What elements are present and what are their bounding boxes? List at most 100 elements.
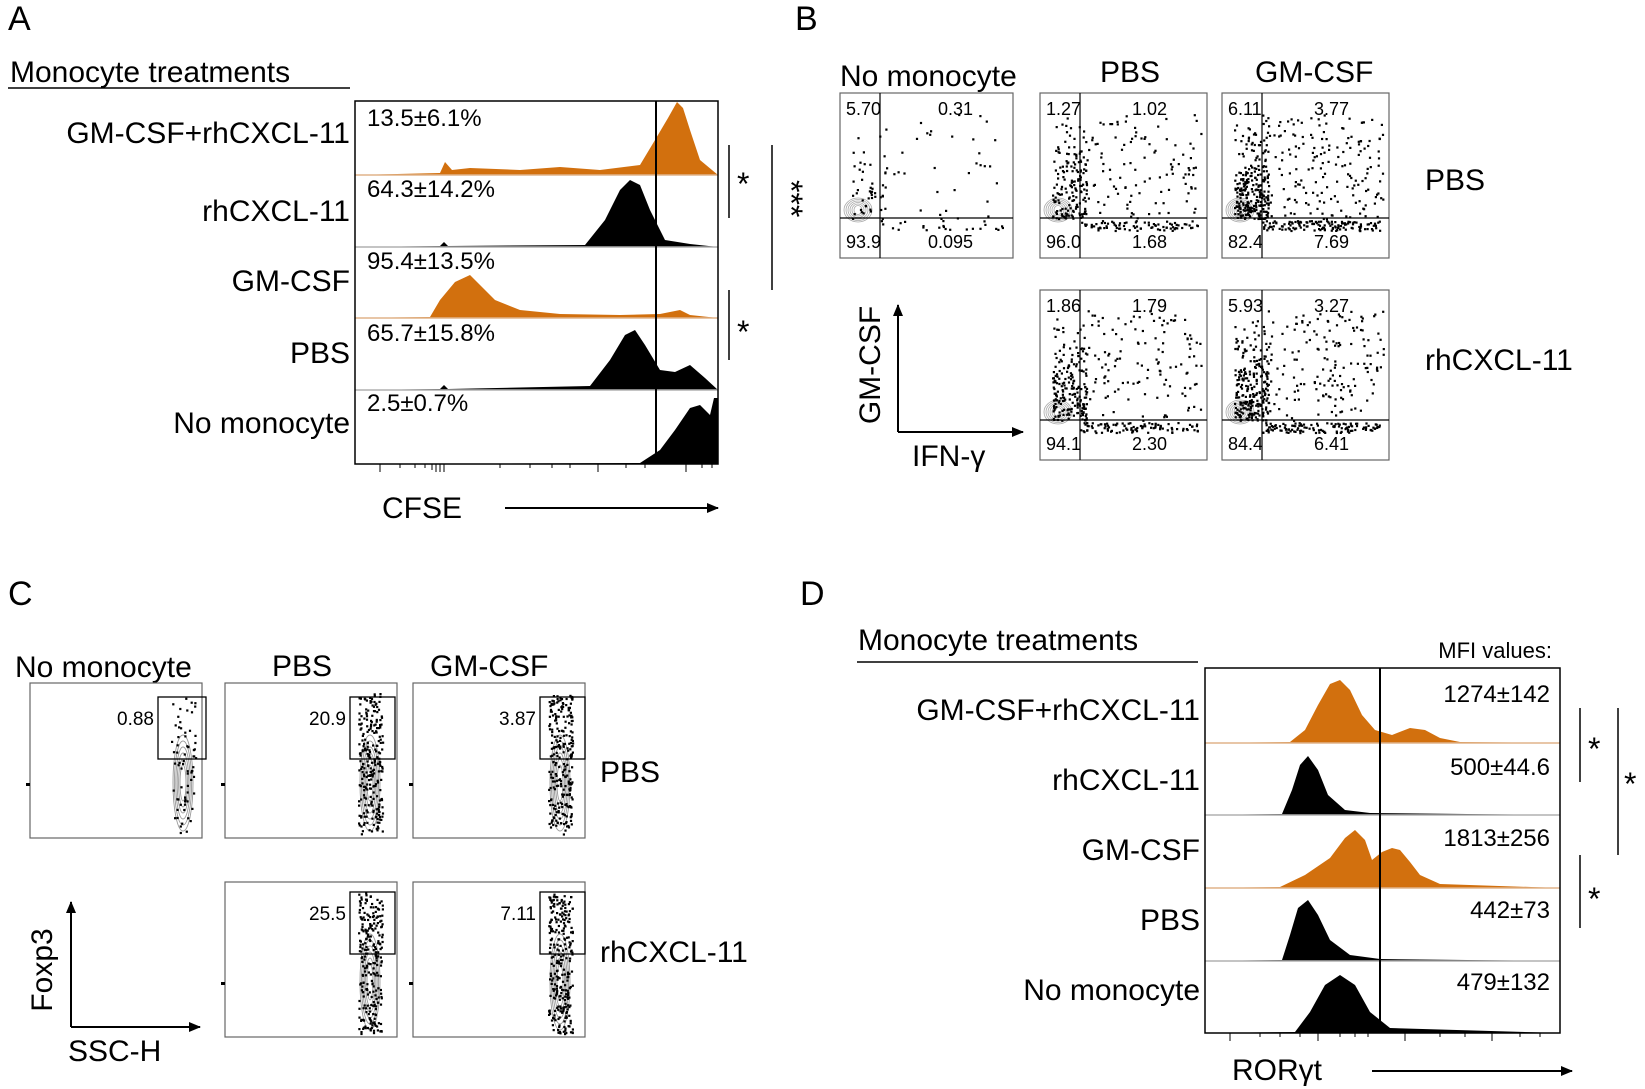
event-dot [380,1030,383,1033]
event-dot [1328,144,1331,147]
event-dot [1083,130,1086,133]
event-dot [370,697,374,700]
event-dot [1242,351,1245,354]
event-dot [1272,221,1275,224]
event-dot [559,780,563,783]
event-dot [1310,220,1313,223]
event-dot [377,740,380,743]
event-dot [1355,221,1358,224]
event-dot [1191,220,1194,223]
event-dot [360,798,363,801]
event-dot [1331,374,1334,377]
event-dot [1096,142,1099,145]
event-dot [1173,221,1177,225]
event-dot [379,920,382,923]
event-dot [1068,408,1071,411]
event-dot [1083,360,1086,363]
event-dot [372,912,375,915]
event-dot [1284,424,1287,427]
event-dot [564,984,567,987]
event-dot [568,921,571,924]
event-dot [868,190,871,193]
event-dot [1123,222,1126,225]
event-dot [1259,214,1262,217]
event-dot [1237,390,1240,393]
event-dot [177,715,180,718]
event-dot [563,918,566,922]
event-dot [560,698,564,701]
event-dot [1240,193,1243,196]
event-dot [1080,357,1083,360]
event-dot [1079,414,1082,417]
event-dot [1082,198,1085,201]
event-dot [564,989,568,992]
event-dot [1330,410,1333,414]
event-dot [1135,220,1138,223]
event-dot [549,978,552,981]
event-dot [550,982,553,985]
event-dot [1262,325,1265,329]
event-dot [1192,147,1195,150]
event-dot [376,705,379,709]
event-dot [359,940,362,943]
event-dot [548,800,551,803]
panel-b-col-title-1: No monocyte [840,60,1017,93]
event-dot [375,957,378,960]
event-dot [177,798,180,801]
event-dot [556,978,559,981]
event-dot [568,714,571,717]
event-dot [1378,220,1381,223]
event-dot [555,987,558,990]
event-dot [1258,365,1261,368]
event-dot [1366,223,1369,226]
event-dot [1263,355,1266,358]
event-dot [1166,220,1169,223]
event-dot [376,795,379,798]
event-dot [379,988,382,992]
event-dot [1253,207,1256,210]
event-dot [562,927,565,930]
event-dot [1343,164,1347,167]
event-dot [922,225,925,228]
event-dot [372,785,375,788]
event-dot [556,1006,559,1010]
event-dot [1325,348,1328,351]
event-dot [1060,372,1063,375]
event-dot [178,761,181,764]
event-dot [548,715,551,718]
event-dot [1241,152,1244,155]
event-dot [1076,205,1079,208]
event-dot [945,209,948,212]
event-dot [1091,139,1094,142]
quadrant-upper-right-value: 1.02 [1132,99,1167,119]
event-dot [1183,223,1186,226]
event-dot [1084,423,1087,426]
event-dot [1238,376,1241,379]
event-dot [1234,179,1237,182]
event-dot [1334,398,1337,401]
event-dot [870,193,873,196]
event-dot [1132,213,1135,216]
event-dot [1331,214,1334,217]
event-dot [1287,428,1290,431]
event-dot [556,802,560,805]
event-dot [1056,210,1059,213]
event-dot [1254,416,1257,419]
event-dot [181,822,184,825]
event-dot [1347,428,1350,431]
event-dot [360,989,363,992]
event-dot [1340,383,1344,386]
event-dot [1362,338,1365,341]
row-label-rhcxcl11: rhCXCL-11 [202,195,350,228]
event-dot [1263,398,1266,401]
event-dot [1249,383,1252,386]
event-dot [1257,188,1260,192]
event-dot [174,817,177,820]
event-dot [556,727,559,730]
event-dot [361,734,364,737]
event-dot [566,973,570,976]
event-dot [1270,353,1273,356]
event-dot [361,925,364,929]
event-dot [1187,173,1190,176]
event-dot [1148,422,1151,425]
